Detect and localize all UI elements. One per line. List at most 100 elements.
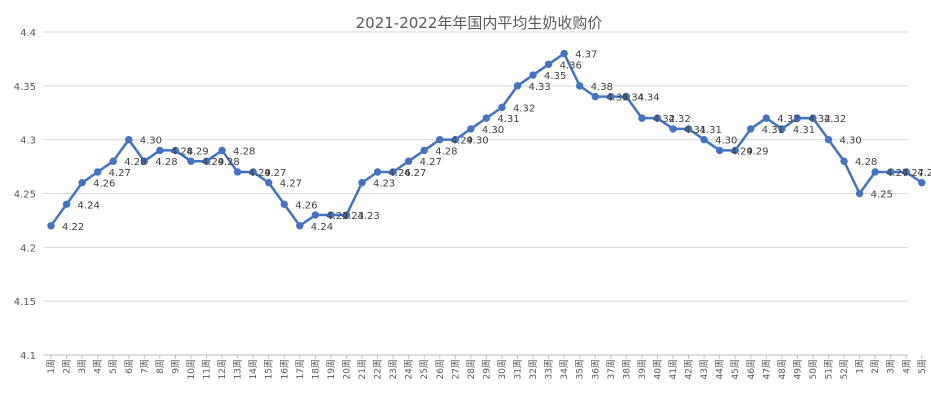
- data-label: 4.34: [637, 93, 659, 104]
- data-label: 4.27: [404, 168, 426, 179]
- data-label: 4.30: [715, 136, 737, 147]
- data-label: 4.35: [606, 93, 628, 104]
- data-label: 4.26: [295, 200, 317, 211]
- data-point: [638, 114, 646, 122]
- data-points: [47, 49, 926, 230]
- x-tick-label: 5周: [917, 359, 928, 374]
- data-point: [187, 157, 195, 165]
- x-tick-label: 25周: [419, 359, 430, 379]
- data-point: [622, 92, 631, 101]
- x-tick-label: 3周: [77, 359, 88, 374]
- x-tick-label: 23周: [388, 359, 399, 379]
- data-point: [887, 168, 895, 176]
- y-axis-ticks: 4.1 4.15 4.2 4.25 4.3 4.35 4.4: [14, 28, 36, 362]
- data-point: [109, 157, 117, 165]
- data-label: 4.32: [668, 114, 690, 125]
- data-label: 4.28: [155, 157, 177, 168]
- data-label: 4.27: [420, 157, 442, 168]
- x-tick-label: 44周: [715, 359, 726, 379]
- data-point: [311, 211, 320, 219]
- x-tick-label: 2周: [870, 359, 881, 374]
- data-point: [544, 60, 553, 69]
- x-tick-label: 10周: [186, 359, 197, 379]
- data-point: [420, 146, 428, 155]
- data-point: [140, 157, 149, 165]
- x-tick-label: 28周: [466, 359, 477, 379]
- x-tick-label: 14周: [248, 359, 259, 379]
- data-point: [762, 114, 770, 122]
- x-tick-label: 20周: [341, 359, 352, 379]
- data-point: [218, 146, 226, 155]
- x-tick-label: 38周: [621, 359, 632, 379]
- data-label: 4.30: [140, 136, 162, 147]
- data-label: 4.28: [218, 157, 240, 168]
- y-tick-label: 4.15: [14, 297, 36, 308]
- data-point: [389, 168, 397, 176]
- y-tick-label: 4.35: [14, 82, 36, 93]
- data-point: [358, 179, 366, 187]
- y-tick-label: 4.2: [20, 243, 36, 254]
- data-label: 4.23: [342, 211, 364, 222]
- data-label: 4.31: [497, 114, 519, 125]
- data-label: 4.32: [824, 114, 846, 125]
- data-point: [809, 114, 817, 122]
- data-point: [824, 135, 833, 144]
- x-tick-label: 29周: [481, 359, 492, 379]
- data-label: 4.30: [840, 136, 862, 147]
- x-tick-label: 50周: [808, 359, 819, 379]
- x-tick-label: 47周: [761, 359, 772, 379]
- data-label: 4.27: [917, 168, 931, 179]
- data-label: 4.31: [684, 125, 706, 136]
- x-tick-label: 11周: [202, 359, 213, 379]
- data-point: [902, 168, 910, 176]
- data-label: 4.29: [186, 146, 208, 157]
- data-label: 4.36: [560, 60, 582, 71]
- data-label: 4.32: [808, 114, 830, 125]
- data-label: 4.29: [202, 157, 224, 168]
- data-point: [342, 211, 351, 219]
- data-point: [202, 157, 211, 165]
- data-point: [233, 168, 242, 176]
- data-point: [265, 179, 273, 187]
- x-tick-label: 34周: [559, 359, 570, 379]
- data-point: [125, 135, 133, 144]
- data-point: [715, 146, 724, 155]
- x-tick-label: 40周: [652, 359, 663, 379]
- y-tick-label: 4.25: [14, 190, 36, 201]
- data-point: [404, 157, 413, 165]
- data-label: 4.35: [544, 71, 566, 82]
- x-tick-label: 1周: [46, 359, 57, 374]
- data-label: 4.25: [871, 190, 893, 201]
- x-tick-label: 22周: [373, 359, 384, 379]
- x-tick-label: 35周: [575, 359, 586, 379]
- data-point: [731, 146, 739, 155]
- data-label: 4.28: [124, 157, 146, 168]
- data-point: [871, 168, 879, 176]
- data-point: [93, 168, 102, 176]
- data-label: 4.24: [78, 200, 100, 211]
- data-label: 4.31: [793, 125, 815, 136]
- x-tick-label: 16周: [279, 359, 290, 379]
- x-tick-label: 17周: [295, 359, 306, 379]
- data-point: [560, 49, 568, 58]
- data-label: 4.32: [513, 103, 535, 114]
- x-tick-label: 5周: [108, 359, 119, 374]
- data-point: [793, 114, 802, 122]
- data-point: [296, 222, 304, 230]
- x-tick-label: 52周: [839, 359, 850, 379]
- x-tick-label: 27周: [450, 359, 461, 379]
- data-label: 4.27: [902, 168, 924, 179]
- data-point: [327, 211, 335, 219]
- data-point: [778, 125, 786, 133]
- data-point: [669, 125, 677, 133]
- gridlines: [43, 31, 908, 302]
- x-tick-label: 15周: [264, 359, 275, 379]
- data-label: 4.29: [249, 168, 271, 179]
- data-label: 4.22: [326, 211, 348, 222]
- x-tick-label: 21周: [357, 359, 368, 379]
- data-point: [436, 135, 444, 144]
- data-point: [467, 125, 475, 133]
- x-tick-label: 12周: [217, 359, 228, 379]
- x-tick-label: 49周: [792, 359, 803, 379]
